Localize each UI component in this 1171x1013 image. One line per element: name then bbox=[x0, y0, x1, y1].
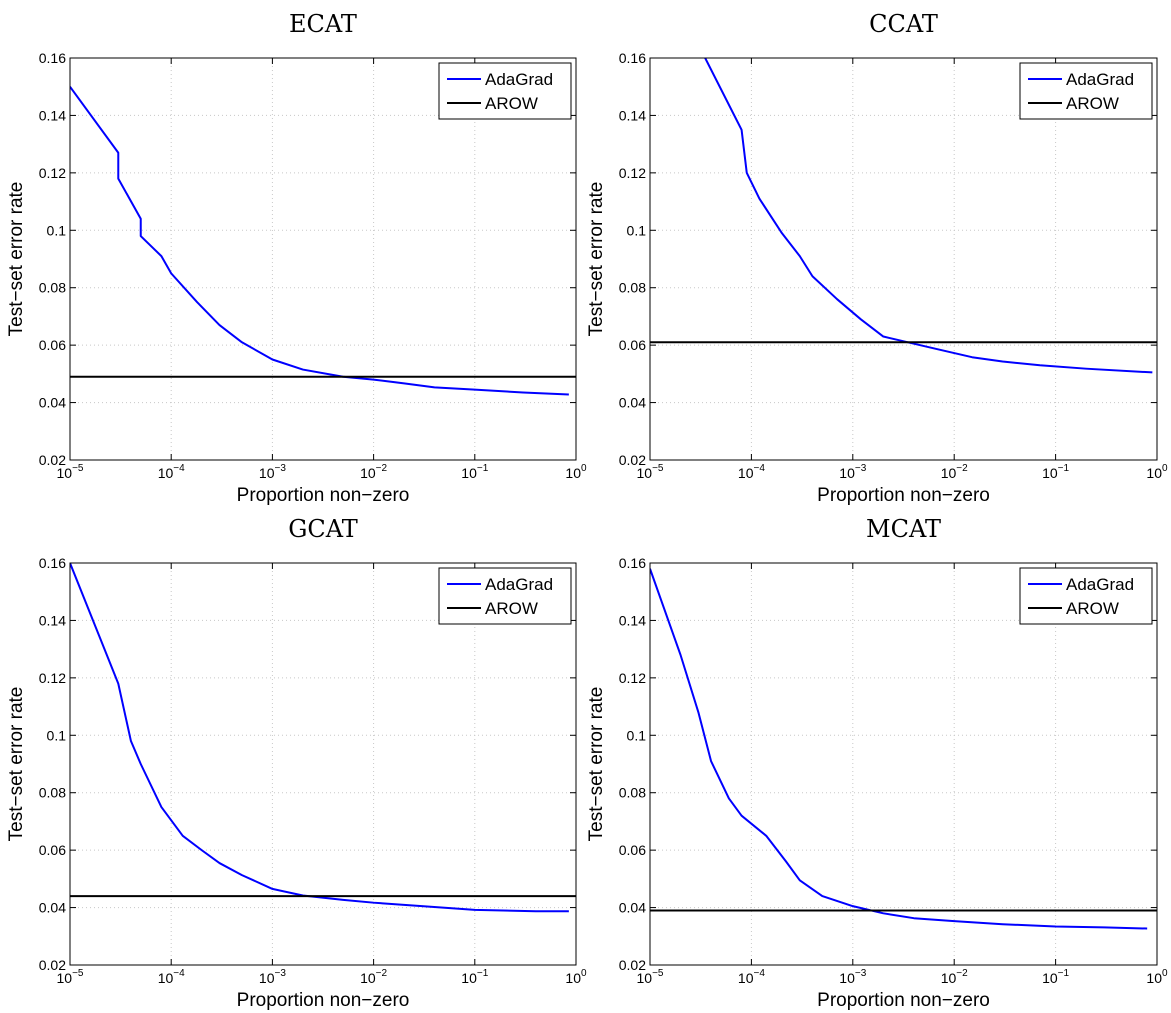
x-tick-label: 100 bbox=[565, 463, 587, 481]
y-axis-label: Test−set error rate bbox=[586, 182, 607, 337]
y-tick-label: 0.04 bbox=[619, 395, 646, 411]
y-axis-label: Test−set error rate bbox=[6, 182, 27, 337]
legend-label-arow: AROW bbox=[1066, 94, 1119, 113]
legend-label-adagrad: AdaGrad bbox=[485, 575, 553, 594]
y-tick-label: 0.14 bbox=[39, 107, 66, 123]
y-tick-label: 0.16 bbox=[39, 555, 66, 571]
chart-title: MCAT bbox=[866, 515, 941, 543]
chart-title: GCAT bbox=[288, 515, 358, 543]
y-axis-label: Test−set error rate bbox=[586, 687, 607, 842]
y-tick-label: 0.12 bbox=[619, 670, 646, 686]
chart-title: ECAT bbox=[289, 10, 357, 38]
legend-label-adagrad: AdaGrad bbox=[1066, 575, 1134, 594]
x-tick-label: 10−4 bbox=[158, 463, 185, 481]
legend-label-arow: AROW bbox=[485, 94, 538, 113]
y-tick-label: 0.06 bbox=[619, 337, 646, 353]
legend: AdaGrad AROW bbox=[1020, 568, 1152, 624]
x-tick-label: 10−2 bbox=[360, 968, 387, 986]
x-tick-label: 10−1 bbox=[461, 463, 488, 481]
y-tick-label: 0.12 bbox=[39, 670, 66, 686]
chart-panel: 10−5 10−4 10−3 10−2 10−1 1000.020.040.060.080… bbox=[586, 515, 1168, 1011]
y-tick-label: 0.14 bbox=[619, 107, 646, 123]
y-tick-label: 0.1 bbox=[47, 222, 67, 238]
legend-label-adagrad: AdaGrad bbox=[1066, 70, 1134, 89]
x-tick-label: 100 bbox=[565, 968, 587, 986]
y-tick-label: 0.02 bbox=[619, 957, 646, 973]
y-tick-label: 0.08 bbox=[39, 280, 66, 296]
y-tick-label: 0.1 bbox=[627, 222, 647, 238]
x-axis-label: Proportion non−zero bbox=[237, 485, 410, 506]
chart-panel: 10−5 10−4 10−3 10−2 10−1 1000.020.040.060.080… bbox=[6, 515, 587, 1011]
y-tick-label: 0.16 bbox=[619, 555, 646, 571]
y-tick-label: 0.12 bbox=[619, 165, 646, 181]
x-tick-label: 10−4 bbox=[158, 968, 185, 986]
x-tick-label: 10−2 bbox=[941, 968, 968, 986]
x-axis-label: Proportion non−zero bbox=[817, 485, 990, 506]
chart-panel: 10−5 10−4 10−3 10−2 10−1 1000.020.040.060.080… bbox=[586, 10, 1168, 506]
x-tick-label: 10−1 bbox=[461, 968, 488, 986]
y-tick-label: 0.02 bbox=[39, 452, 66, 468]
y-tick-label: 0.14 bbox=[39, 612, 66, 628]
chart-title: CCAT bbox=[869, 10, 938, 38]
x-tick-label: 10−3 bbox=[259, 463, 286, 481]
x-tick-label: 10−2 bbox=[941, 463, 968, 481]
y-tick-label: 0.16 bbox=[619, 50, 646, 66]
y-tick-label: 0.06 bbox=[619, 842, 646, 858]
y-tick-label: 0.04 bbox=[39, 900, 66, 916]
y-tick-label: 0.02 bbox=[39, 957, 66, 973]
y-tick-label: 0.08 bbox=[39, 785, 66, 801]
y-axis-label: Test−set error rate bbox=[6, 687, 27, 842]
legend-label-arow: AROW bbox=[1066, 599, 1119, 618]
legend-label-adagrad: AdaGrad bbox=[485, 70, 553, 89]
x-tick-label: 10−3 bbox=[839, 463, 866, 481]
x-axis-label: Proportion non−zero bbox=[817, 990, 990, 1011]
y-tick-label: 0.1 bbox=[47, 727, 67, 743]
x-tick-label: 100 bbox=[1146, 463, 1168, 481]
y-tick-label: 0.16 bbox=[39, 50, 66, 66]
y-tick-label: 0.08 bbox=[619, 280, 646, 296]
x-tick-label: 10−4 bbox=[738, 463, 765, 481]
y-tick-label: 0.04 bbox=[39, 395, 66, 411]
x-tick-label: 10−1 bbox=[1042, 968, 1069, 986]
x-tick-label: 100 bbox=[1146, 968, 1168, 986]
x-tick-label: 10−3 bbox=[259, 968, 286, 986]
legend: AdaGrad AROW bbox=[439, 63, 571, 119]
x-tick-label: 10−3 bbox=[839, 968, 866, 986]
x-tick-label: 10−4 bbox=[738, 968, 765, 986]
y-tick-label: 0.04 bbox=[619, 900, 646, 916]
legend-label-arow: AROW bbox=[485, 599, 538, 618]
chart-panel: 10−5 10−4 10−3 10−2 10−1 1000.020.040.060.080… bbox=[6, 10, 587, 506]
y-tick-label: 0.06 bbox=[39, 337, 66, 353]
x-tick-label: 10−2 bbox=[360, 463, 387, 481]
y-tick-label: 0.02 bbox=[619, 452, 646, 468]
y-tick-label: 0.12 bbox=[39, 165, 66, 181]
y-tick-label: 0.14 bbox=[619, 612, 646, 628]
legend: AdaGrad AROW bbox=[1020, 63, 1152, 119]
y-tick-label: 0.1 bbox=[627, 727, 647, 743]
y-tick-label: 0.06 bbox=[39, 842, 66, 858]
y-tick-label: 0.08 bbox=[619, 785, 646, 801]
legend: AdaGrad AROW bbox=[439, 568, 571, 624]
x-tick-label: 10−1 bbox=[1042, 463, 1069, 481]
x-axis-label: Proportion non−zero bbox=[237, 990, 410, 1011]
